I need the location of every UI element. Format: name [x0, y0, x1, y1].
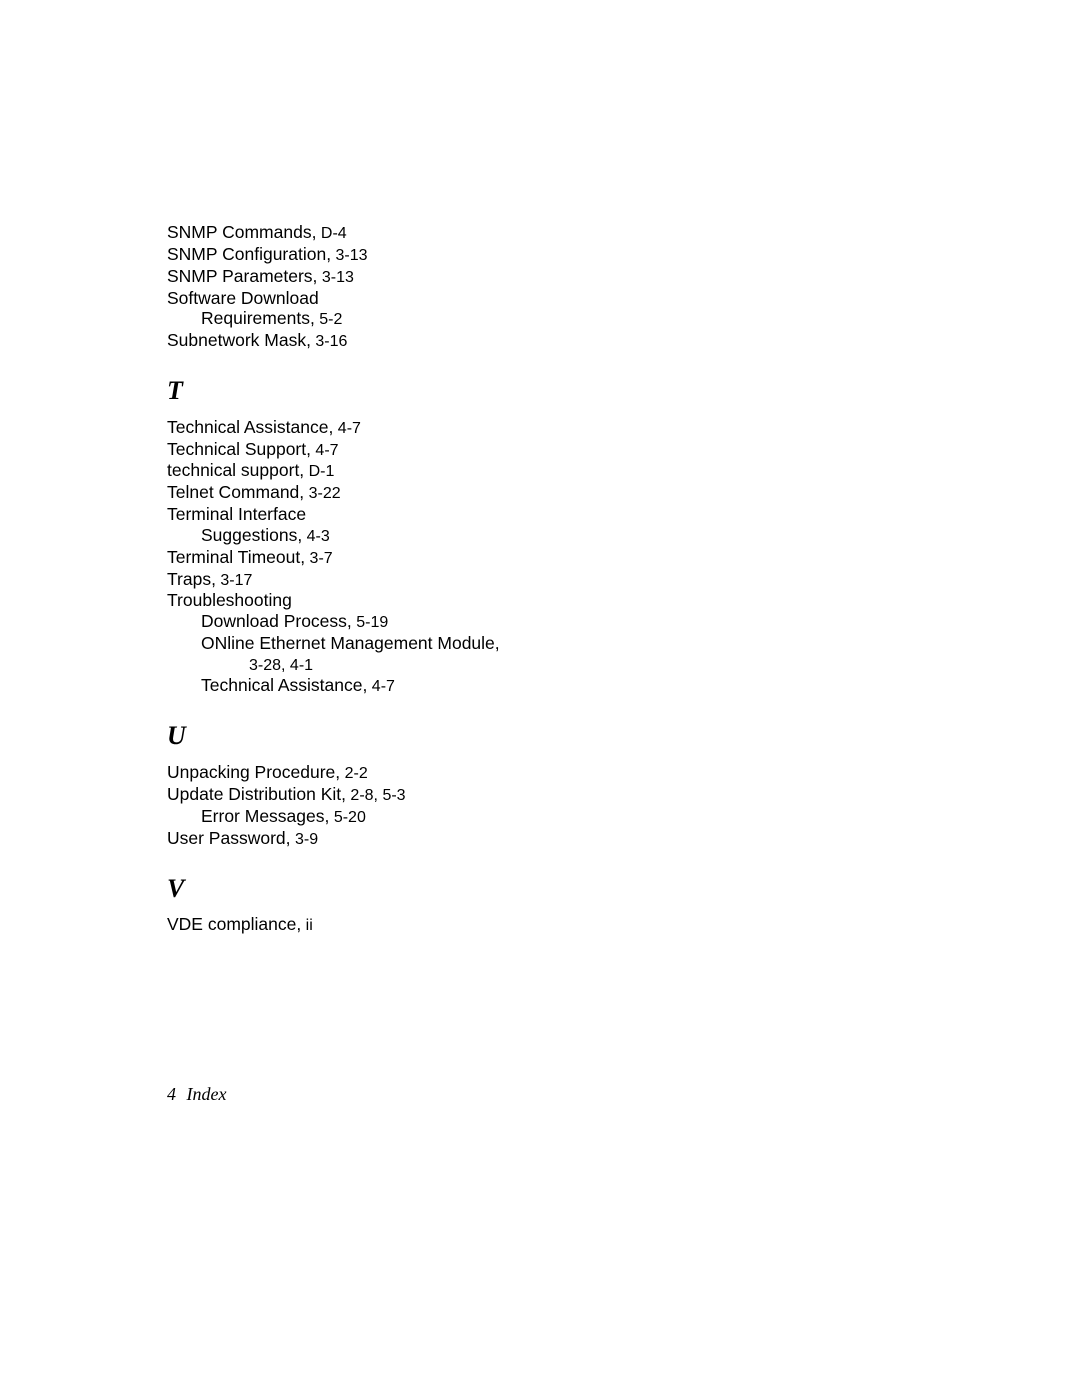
- index-entry: Technical Support, 4-7: [167, 439, 1080, 461]
- entry-page-ref: 5-20: [329, 809, 365, 826]
- entry-page-ref: 3-9: [291, 831, 319, 848]
- entry-page-ref: 2-8, 5-3: [346, 787, 406, 804]
- entry-page-ref: 3-13: [317, 269, 353, 286]
- entry-page-ref: 3-22: [304, 485, 340, 502]
- index-page: SNMP Commands, D-4SNMP Configuration, 3-…: [0, 0, 1080, 1397]
- entry-page-ref: D-4: [316, 225, 346, 242]
- index-body: SNMP Commands, D-4SNMP Configuration, 3-…: [167, 222, 1080, 936]
- entry-text: Technical Support,: [167, 439, 311, 459]
- page-footer: 4 Index: [167, 1084, 226, 1105]
- index-entry: Error Messages, 5-20: [167, 806, 1080, 828]
- pre-section: SNMP Commands, D-4SNMP Configuration, 3-…: [167, 222, 1080, 352]
- index-entry: Troubleshooting: [167, 590, 1080, 611]
- entry-text: User Password,: [167, 828, 291, 848]
- footer-page-number: 4: [167, 1084, 176, 1104]
- entry-page-ref: 4-7: [311, 442, 339, 459]
- index-entry: Telnet Command, 3-22: [167, 482, 1080, 504]
- entry-page-ref: 4-7: [333, 420, 361, 437]
- entry-text: SNMP Commands,: [167, 222, 316, 242]
- section-letter: U: [167, 721, 1080, 752]
- entry-page-ref: ii: [301, 917, 313, 934]
- entry-text: Technical Assistance,: [167, 417, 333, 437]
- index-entry: SNMP Commands, D-4: [167, 222, 1080, 244]
- entry-text: Terminal Timeout,: [167, 547, 305, 567]
- entry-text: ONline Ethernet Management Module,: [201, 633, 500, 653]
- entry-text: Software Download: [167, 288, 319, 308]
- index-entry: VDE compliance, ii: [167, 914, 1080, 936]
- entry-text: Traps,: [167, 569, 216, 589]
- entry-text: Subnetwork Mask,: [167, 330, 311, 350]
- entry-text: Error Messages,: [201, 806, 329, 826]
- index-entry: Software Download: [167, 288, 1080, 309]
- index-entry: SNMP Configuration, 3-13: [167, 244, 1080, 266]
- index-entry: Unpacking Procedure, 2-2: [167, 762, 1080, 784]
- index-entry: SNMP Parameters, 3-13: [167, 266, 1080, 288]
- index-entry: Traps, 3-17: [167, 569, 1080, 591]
- entry-text: Telnet Command,: [167, 482, 304, 502]
- entry-page-ref: 5-19: [352, 614, 388, 631]
- section-letter: V: [167, 874, 1080, 905]
- entry-page-ref: 4-7: [367, 678, 395, 695]
- entry-page-ref: 3-28, 4-1: [249, 657, 313, 674]
- entry-page-ref: D-1: [304, 463, 334, 480]
- index-entry: Terminal Timeout, 3-7: [167, 547, 1080, 569]
- entry-page-ref: 3-17: [216, 572, 252, 589]
- entry-text: technical support,: [167, 460, 304, 480]
- entry-text: Technical Assistance,: [201, 675, 367, 695]
- entry-text: Terminal Interface: [167, 504, 306, 524]
- entry-page-ref: 3-7: [305, 550, 333, 567]
- index-entry: Subnetwork Mask, 3-16: [167, 330, 1080, 352]
- section-letter: T: [167, 376, 1080, 407]
- index-entry: ONline Ethernet Management Module,: [167, 633, 1080, 654]
- index-entry: Technical Assistance, 4-7: [167, 417, 1080, 439]
- index-entry: Terminal Interface: [167, 504, 1080, 525]
- entry-text: SNMP Parameters,: [167, 266, 317, 286]
- index-entry: Download Process, 5-19: [167, 611, 1080, 633]
- index-entry: Requirements, 5-2: [167, 308, 1080, 330]
- entry-page-ref: 3-13: [331, 247, 367, 264]
- index-entry: Suggestions, 4-3: [167, 525, 1080, 547]
- entry-text: SNMP Configuration,: [167, 244, 331, 264]
- entry-text: Update Distribution Kit,: [167, 784, 346, 804]
- index-entry: 3-28, 4-1: [167, 654, 1080, 676]
- entry-page-ref: 5-2: [315, 311, 343, 328]
- entry-text: VDE compliance,: [167, 914, 301, 934]
- entry-text: Requirements,: [201, 308, 315, 328]
- entry-page-ref: 2-2: [340, 765, 368, 782]
- entry-text: Download Process,: [201, 611, 352, 631]
- index-entry: technical support, D-1: [167, 460, 1080, 482]
- entry-text: Suggestions,: [201, 525, 302, 545]
- entry-page-ref: 3-16: [311, 333, 347, 350]
- entry-page-ref: 4-3: [302, 528, 330, 545]
- footer-label: Index: [187, 1084, 227, 1104]
- entry-text: Unpacking Procedure,: [167, 762, 340, 782]
- entry-text: Troubleshooting: [167, 590, 292, 610]
- sections-container: TTechnical Assistance, 4-7Technical Supp…: [167, 376, 1080, 936]
- index-entry: User Password, 3-9: [167, 828, 1080, 850]
- index-entry: Technical Assistance, 4-7: [167, 675, 1080, 697]
- index-entry: Update Distribution Kit, 2-8, 5-3: [167, 784, 1080, 806]
